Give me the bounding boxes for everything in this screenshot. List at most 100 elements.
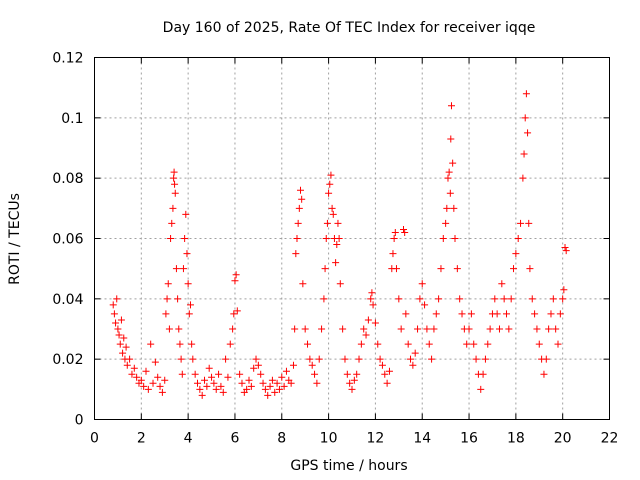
data-point [369,301,377,309]
data-point [329,210,337,218]
data-point [526,265,534,273]
data-point [435,295,443,303]
data-point [554,340,562,348]
data-point [289,361,297,369]
data-point [400,225,407,233]
data-point [522,90,530,98]
data-point [432,310,440,318]
data-point [123,361,131,369]
data-point [245,376,253,384]
data-point [161,376,169,384]
data-point [453,265,461,273]
data-point [333,241,341,249]
data-point [113,295,121,303]
data-point [179,265,187,273]
data-point [177,355,185,363]
data-point [311,370,319,378]
data-point [446,189,454,197]
data-point [212,385,220,393]
data-point [421,301,429,309]
data-point [458,310,466,318]
data-point [439,235,447,242]
data-point [165,325,173,333]
data-point [326,180,334,188]
data-point [323,219,331,227]
data-point [559,295,567,303]
data-point [257,370,265,378]
data-point [264,391,272,399]
data-point [174,295,182,303]
data-point [115,331,123,339]
data-point [391,228,399,236]
x-tick-label: 22 [601,431,619,447]
data-point [184,280,192,288]
data-point [547,310,555,318]
data-point [395,295,403,303]
data-point [423,325,431,333]
data-point [535,340,543,348]
y-tick-label: 0.04 [52,292,83,308]
data-point [293,235,301,242]
x-tick-label: 18 [507,431,525,447]
data-point [371,319,379,327]
data-point [447,102,455,110]
data-point [341,355,349,363]
data-point [315,355,323,363]
data-point [353,370,361,378]
data-point [308,361,316,369]
y-tick-label: 0.08 [52,171,83,187]
data-point [217,382,225,390]
data-point [122,343,130,351]
data-point [158,388,166,396]
data-point [210,379,218,387]
y-tick-labels: 0 0.02 0.04 0.06 0.08 0.1 0.12 [52,51,83,429]
data-point [381,370,389,378]
data-point [525,219,533,227]
data-point [472,355,480,363]
data-point [116,340,124,348]
data-point [402,310,410,318]
data-point [313,379,321,387]
data-point [362,331,370,339]
data-point [339,325,347,333]
data-point [188,340,196,348]
data-point [430,325,438,333]
data-point [181,235,189,242]
data-point [404,340,412,348]
data-point [167,235,175,242]
x-tick-label: 2 [137,431,146,447]
data-point [343,370,351,378]
data-point [467,310,475,318]
data-point [355,355,363,363]
data-point [425,340,433,348]
data-point [114,325,122,333]
data-point [126,355,134,363]
data-point [451,235,459,242]
data-point [383,379,391,387]
data-point [409,361,417,369]
data-point [385,367,393,375]
data-point [147,340,155,348]
data-point [447,135,455,143]
data-point [444,174,452,182]
data-point [552,325,560,333]
data-point [230,310,238,318]
data-point [549,295,557,303]
data-point [407,355,415,363]
data-point [172,265,180,273]
data-point [301,325,309,333]
data-point [367,295,375,303]
data-point [397,325,405,333]
data-point [243,385,251,393]
data-point [233,307,241,315]
data-point [545,325,553,333]
data-point [495,325,503,333]
data-point [500,295,508,303]
data-point [325,189,333,197]
data-point [443,204,451,212]
data-point [533,325,541,333]
data-point [350,376,358,384]
y-tick-label: 0 [75,413,84,429]
data-point [238,379,246,387]
data-point [224,373,232,381]
